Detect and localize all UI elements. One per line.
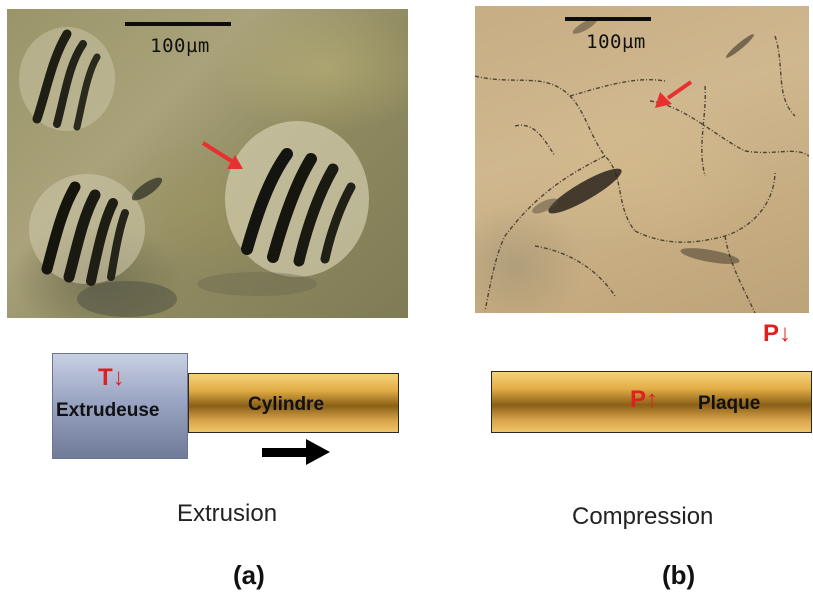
cylinder-label: Cylindre [248,394,325,415]
process-caption-compression: Compression [572,503,714,530]
right-arrow-icon [262,439,330,465]
panel-label-a: (a) [233,560,265,590]
cylinder-bar [188,373,399,433]
pressure-label-top: P↓ [763,320,792,347]
scale-label: 100µm [586,31,646,53]
striation-group-left [29,174,145,286]
grain-boundaries [475,35,809,313]
micrograph-extrusion: 100µm [7,9,408,318]
extruder-block [52,353,188,459]
striation-group-top-left [19,27,115,131]
temperature-label: T↓ [98,364,125,391]
scale-bar [125,22,231,26]
plate-bar [491,371,812,433]
micrograph-compression-texture [475,18,809,313]
micrograph-compression: 100µm [475,6,809,313]
panel-label-b: (b) [662,560,696,590]
scale-bar [565,17,651,21]
pressure-label-plate: P↑ [630,386,659,413]
scale-label: 100µm [150,35,210,57]
plate-label: Plaque [698,393,761,414]
red-arrow-icon [655,80,693,108]
red-arrow-icon [201,141,243,169]
process-caption-extrusion: Extrusion [177,500,278,527]
micrograph-extrusion-texture [19,27,369,317]
extruder-label: Extrudeuse [56,400,160,421]
striation-group-right [225,121,369,277]
